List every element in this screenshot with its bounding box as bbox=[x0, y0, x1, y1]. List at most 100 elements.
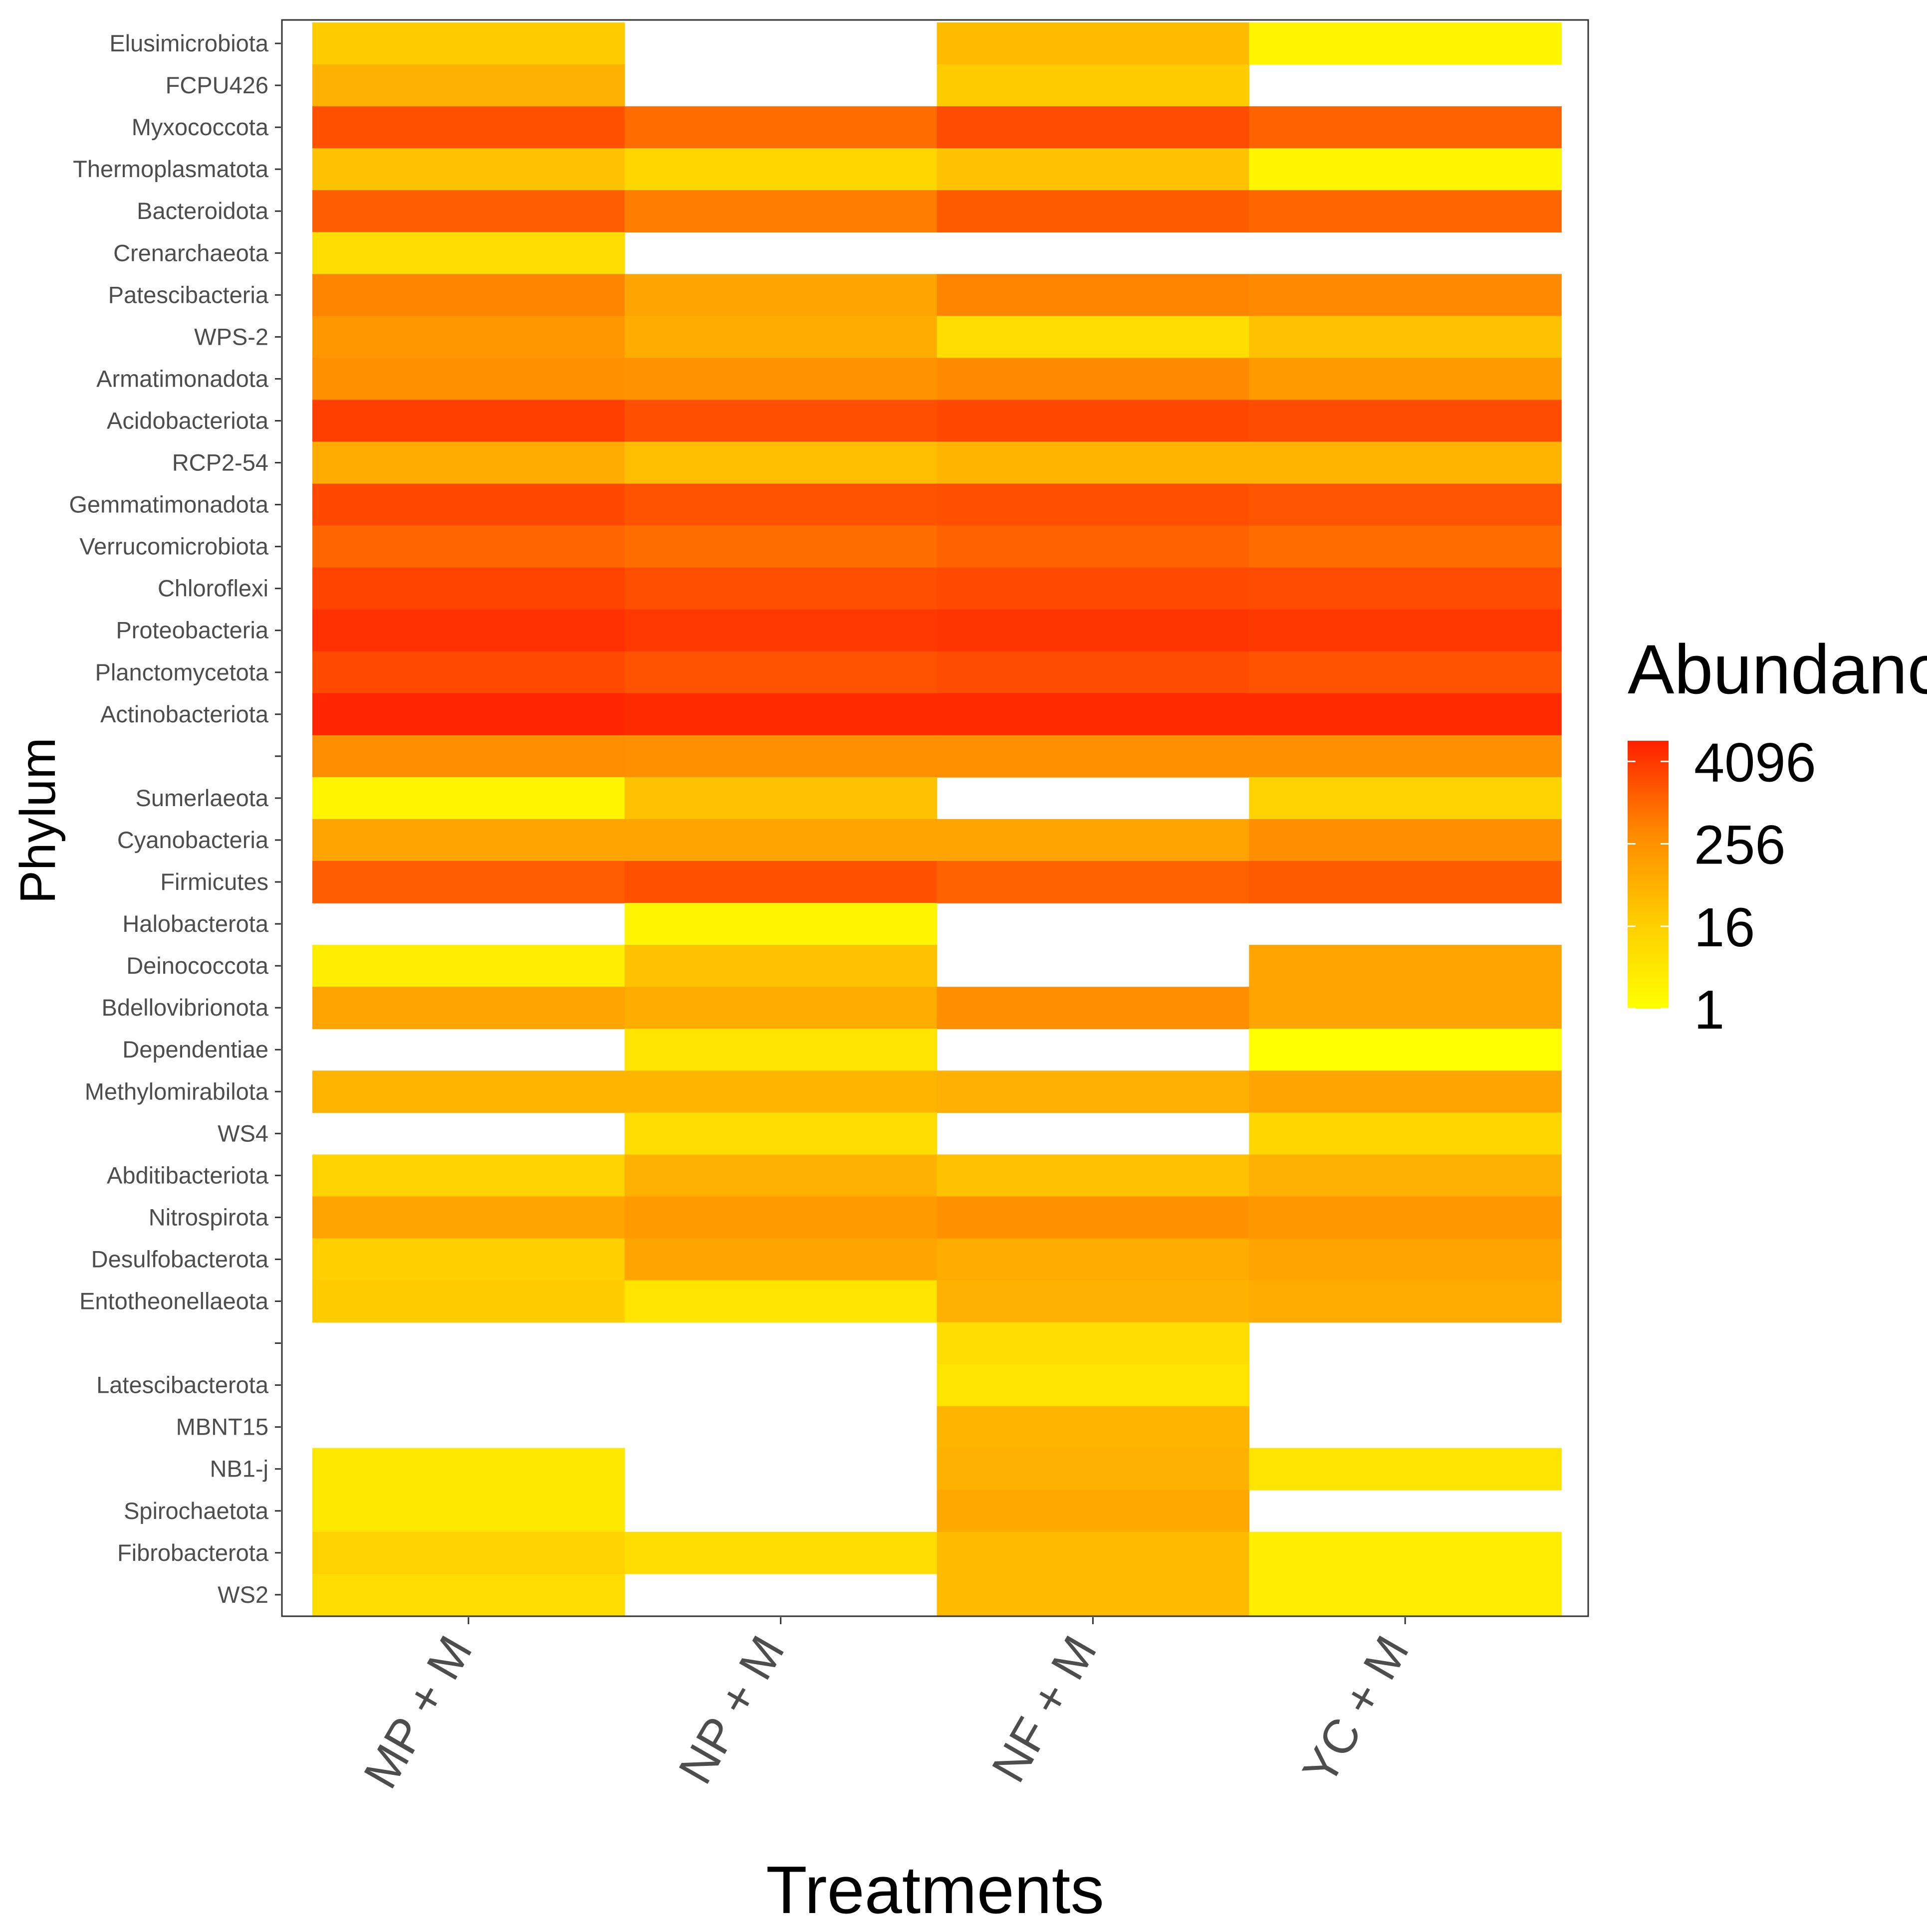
heatmap-cell bbox=[312, 1238, 625, 1281]
y-tick-label: Myxococcota bbox=[132, 114, 269, 140]
heatmap-cell bbox=[1249, 274, 1562, 317]
y-tick-label: Entotheonellaeota bbox=[79, 1288, 269, 1314]
heatmap-cell bbox=[312, 358, 625, 401]
heatmap-cell bbox=[937, 400, 1250, 442]
heatmap-cell bbox=[312, 190, 625, 233]
heatmap-cell bbox=[937, 861, 1250, 903]
y-tick-label: Bdellovibrionota bbox=[102, 994, 269, 1021]
heatmap-cell bbox=[937, 22, 1250, 65]
heatmap-cell bbox=[937, 567, 1250, 610]
heatmap-cell bbox=[1249, 1154, 1562, 1197]
y-tick-label: Nitrospirota bbox=[149, 1204, 269, 1230]
heatmap-cell bbox=[1249, 987, 1562, 1029]
heatmap-cell bbox=[937, 987, 1250, 1029]
heatmap-cell bbox=[312, 106, 625, 149]
heatmap-cell bbox=[1249, 358, 1562, 401]
heatmap-cell bbox=[624, 693, 938, 736]
heatmap-cell bbox=[937, 1448, 1250, 1491]
y-tick-label: MBNT15 bbox=[176, 1414, 268, 1440]
heatmap-cell bbox=[1249, 483, 1562, 526]
heatmap-cell bbox=[937, 1531, 1250, 1574]
y-tick-label: WS4 bbox=[218, 1120, 268, 1146]
heatmap-cell bbox=[624, 1531, 938, 1574]
y-tick-label: Bacteroidota bbox=[137, 198, 269, 224]
heatmap-cell bbox=[312, 316, 625, 359]
heatmap-cell bbox=[624, 567, 938, 610]
heatmap-cell bbox=[312, 400, 625, 442]
heatmap-cell bbox=[1249, 819, 1562, 861]
heatmap-cell bbox=[937, 148, 1250, 191]
heatmap-cell bbox=[1249, 22, 1562, 65]
heatmap-cell bbox=[312, 1071, 625, 1113]
heatmap-cell bbox=[937, 1406, 1250, 1449]
legend-break-label: 1 bbox=[1694, 979, 1724, 1041]
y-tick-label: Crenarchaeota bbox=[113, 239, 269, 266]
heatmap-cell bbox=[1249, 651, 1562, 694]
y-tick-label: FCPU426 bbox=[166, 72, 268, 98]
y-tick-label: Deinococcota bbox=[126, 952, 269, 979]
heatmap-cell bbox=[312, 1573, 625, 1616]
y-tick-label: RCP2-54 bbox=[172, 449, 268, 476]
heatmap-cell bbox=[624, 1112, 938, 1155]
y-tick-label: Thermoplasmatota bbox=[73, 156, 269, 182]
heatmap-cell bbox=[1249, 861, 1562, 903]
y-tick-label: Chloroflexi bbox=[158, 575, 268, 602]
y-tick-label: Spirochaetota bbox=[124, 1498, 269, 1524]
heatmap-cell bbox=[624, 316, 938, 359]
heatmap-cell bbox=[624, 819, 938, 861]
heatmap-cell bbox=[937, 735, 1250, 778]
heatmap-cell bbox=[312, 777, 625, 820]
heatmap-cell bbox=[937, 483, 1250, 526]
heatmap-cell bbox=[1249, 441, 1562, 484]
y-tick-label: Acidobacteriota bbox=[107, 407, 269, 433]
heatmap-cell bbox=[937, 525, 1250, 568]
heatmap-cell bbox=[937, 1196, 1250, 1239]
heatmap-cell bbox=[937, 1490, 1250, 1532]
heatmap-cell bbox=[1249, 525, 1562, 568]
y-tick-label: Firmicutes bbox=[160, 868, 268, 895]
heatmap-cell bbox=[624, 651, 938, 694]
heatmap-cell bbox=[937, 1364, 1250, 1407]
heatmap-cell bbox=[312, 861, 625, 903]
heatmap-cell bbox=[1249, 777, 1562, 820]
y-tick-label: WS2 bbox=[218, 1581, 268, 1608]
heatmap-cell bbox=[624, 777, 938, 820]
legend-break-label: 16 bbox=[1694, 897, 1755, 958]
heatmap-cell bbox=[624, 1154, 938, 1197]
heatmap-cell bbox=[624, 945, 938, 987]
heatmap-cell bbox=[312, 819, 625, 861]
heatmap-cell bbox=[312, 1490, 625, 1532]
heatmap-cell bbox=[937, 1573, 1250, 1616]
heatmap-cell bbox=[937, 316, 1250, 359]
heatmap-cell bbox=[312, 735, 625, 778]
heatmap-cell bbox=[1249, 567, 1562, 610]
heatmap-cell bbox=[312, 232, 625, 275]
heatmap-cell bbox=[1249, 1280, 1562, 1323]
y-tick-label: Armatimonadota bbox=[96, 365, 269, 392]
heatmap-cell bbox=[312, 441, 625, 484]
heatmap-cell bbox=[312, 693, 625, 736]
heatmap-cell bbox=[937, 609, 1250, 652]
heatmap-cell bbox=[624, 441, 938, 484]
heatmap-cell bbox=[624, 987, 938, 1029]
heatmap-cell bbox=[1249, 316, 1562, 359]
heatmap-cell bbox=[1249, 1112, 1562, 1155]
heatmap-cell bbox=[312, 64, 625, 107]
heatmap-cell bbox=[312, 22, 625, 65]
heatmap-cell bbox=[312, 987, 625, 1029]
heatmap-cell bbox=[1249, 1573, 1562, 1616]
y-axis-title: Phylum bbox=[10, 737, 66, 903]
heatmap-cell bbox=[624, 190, 938, 233]
y-tick-label: WPS-2 bbox=[194, 323, 268, 350]
heatmap-cell bbox=[1249, 945, 1562, 987]
y-tick-label: Methylomirabilota bbox=[85, 1078, 269, 1104]
y-tick-label: Patescibacteria bbox=[108, 281, 269, 308]
y-tick-label: Planctomycetota bbox=[95, 659, 269, 685]
heatmap-cell bbox=[937, 274, 1250, 317]
heatmap-cell bbox=[312, 274, 625, 317]
heatmap-cell bbox=[624, 483, 938, 526]
heatmap-cell bbox=[624, 1071, 938, 1113]
y-tick-label: Abditibacteriota bbox=[107, 1162, 269, 1188]
x-axis-title: Treatments bbox=[766, 1852, 1104, 1928]
y-tick-label: Proteobacteria bbox=[116, 617, 269, 644]
